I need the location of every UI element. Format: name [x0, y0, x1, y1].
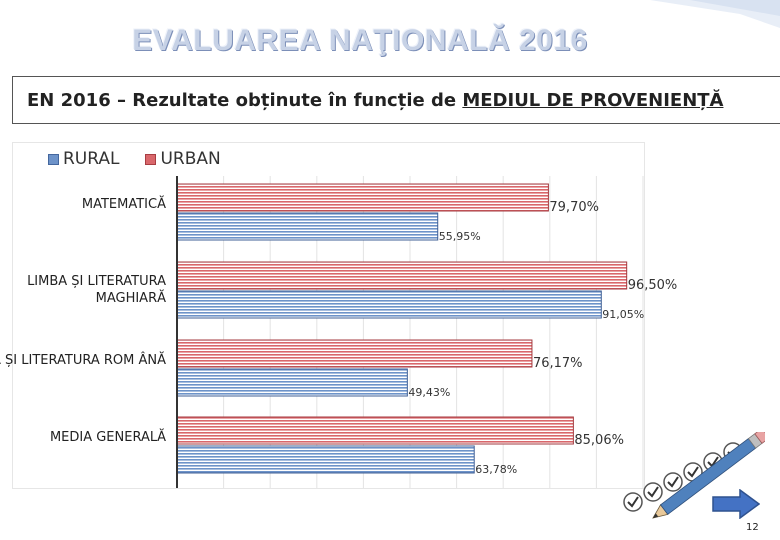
subtitle-emphasis: MEDIUL DE PROVENIENȚĂ [462, 90, 724, 111]
legend-label-rural: RURAL [63, 149, 120, 169]
bar-urban [176, 183, 549, 212]
subtitle-box: EN 2016 – Rezultate obținute în funcție … [12, 76, 780, 124]
bar-rural [176, 290, 602, 319]
next-slide-arrow-icon[interactable] [712, 489, 760, 519]
bar-rural [176, 368, 408, 397]
category-label: MEDIA GENERALĂ [50, 429, 166, 446]
legend-swatch-urban [145, 153, 157, 165]
corner-decoration [650, 0, 780, 28]
category-label-line: LIMBA ȘI LITERATURA [27, 274, 166, 289]
bar-urban [176, 339, 533, 368]
page-number: 12 [746, 522, 759, 533]
category-label: LIMBA ȘI LITERATURA ROM ÂNĂ [0, 352, 166, 369]
bar-rural [176, 445, 475, 474]
legend-item-rural: RURAL [48, 149, 119, 169]
value-label-urban: 79,70% [549, 200, 599, 215]
checklist-pencil-illustration [623, 432, 765, 519]
category-label: LIMBA ȘI LITERATURA MAGHIARĂ [27, 273, 166, 307]
category-label: MATEMATICĂ [82, 196, 166, 213]
category-label-line: MEDIA GENERALĂ [49, 430, 166, 445]
bar-rural [176, 212, 439, 241]
subtitle: EN 2016 – Rezultate obținute în funcție … [27, 90, 723, 111]
chart-legend: RURAL URBAN [48, 149, 221, 169]
legend-item-urban: URBAN [145, 149, 221, 169]
legend-swatch-rural [48, 153, 59, 165]
legend-label-urban: URBAN [160, 149, 221, 169]
value-label-urban: 96,50% [627, 278, 678, 293]
value-label-rural: 91,05% [602, 308, 645, 321]
value-label-urban: 85,06% [574, 433, 624, 448]
category-label-line: MAGHIARĂ [95, 291, 166, 306]
bar-urban [176, 416, 574, 445]
value-label-rural: 49,43% [408, 386, 451, 399]
value-label-rural: 55,95% [438, 230, 481, 243]
bar-urban [176, 261, 628, 290]
category-label-line: MATEMATICĂ [81, 197, 166, 212]
value-label-urban: 76,17% [532, 356, 583, 371]
category-label-line: LIMBA ȘI LITERATURA ROM ÂNĂ [0, 353, 166, 368]
subtitle-prefix: EN 2016 – Rezultate obținute în funcție … [27, 90, 463, 111]
slide-title: EVALUAREA NAŢIONALĂ 2016 [132, 24, 588, 57]
value-label-rural: 63,78% [475, 463, 518, 476]
